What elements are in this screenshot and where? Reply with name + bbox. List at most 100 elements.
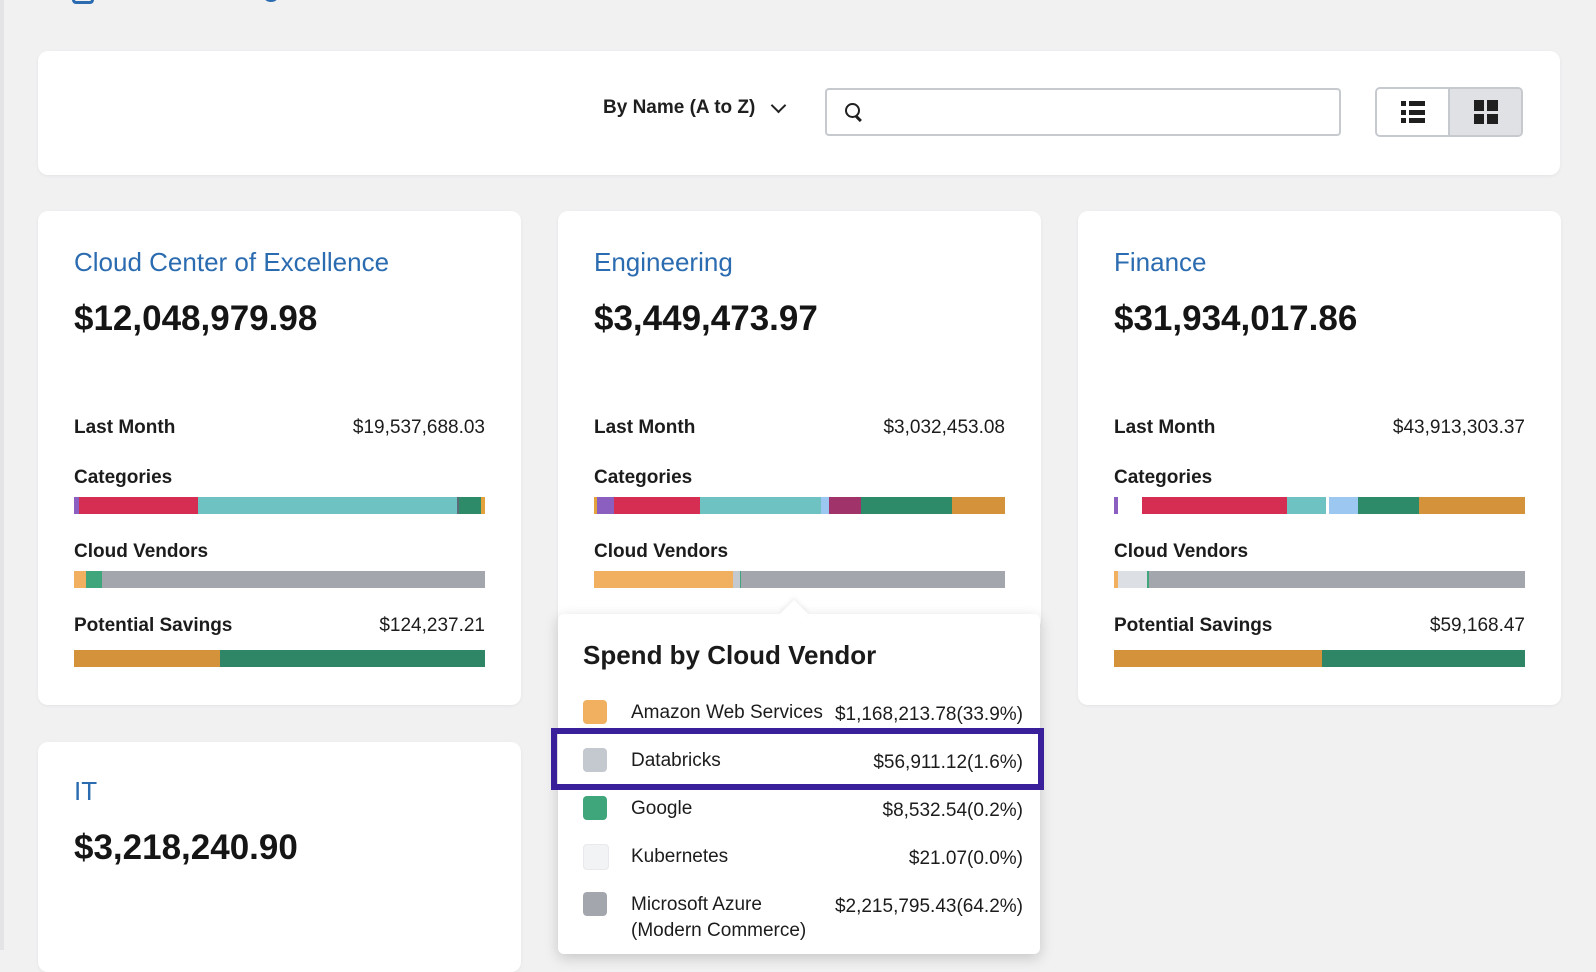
kubernetes-swatch-icon [583,844,609,870]
categories-bar[interactable] [594,497,1005,514]
cloud-vendors-bar[interactable] [74,571,485,588]
card-engineering: Engineering $3,449,473.97 Last Month $3,… [558,211,1041,631]
bar-segment[interactable] [220,650,485,667]
bar-segment[interactable] [74,650,220,667]
google-swatch-icon [583,796,607,820]
spend-by-vendor-tooltip: Spend by Cloud Vendor Amazon Web Service… [558,614,1040,954]
legend-item-azure: Microsoft Azure (Modern Commerce) $2,215… [583,892,1023,950]
databricks-swatch-icon [583,748,607,772]
list-view-button[interactable] [1377,89,1448,135]
bar-segment[interactable] [1322,650,1525,667]
bar-segment[interactable] [459,497,482,514]
grid-view-button[interactable] [1448,89,1521,135]
card-total-spend: $31,934,017.86 [1114,299,1357,339]
last-month-label: Last Month [1114,417,1215,439]
categories-bar[interactable] [1114,497,1525,514]
bar-segment[interactable] [102,571,485,588]
legend-name: Microsoft Azure (Modern Commerce) [631,892,821,944]
potential-savings-label: Potential Savings [1114,615,1272,637]
legend-name: Kubernetes [631,844,831,870]
bar-segment[interactable] [700,497,821,514]
legend-item-google: Google $8,532.54(0.2%) [583,796,1023,844]
bar-segment[interactable] [1118,571,1147,588]
cloud-vendors-bar[interactable] [1114,571,1525,588]
legend-value: $8,532.54(0.2%) [883,800,1024,822]
card-cloud-center-of-excellence: Cloud Center of Excellence $12,048,979.9… [38,211,521,705]
bar-segment[interactable] [594,571,733,588]
list-view-icon [1401,101,1425,123]
search-icon [845,103,863,121]
last-month-label: Last Month [594,417,695,439]
sort-dropdown[interactable]: By Name (A to Z) [603,93,784,123]
bar-segment[interactable] [861,497,951,514]
potential-savings-bar[interactable] [74,650,485,667]
bar-segment[interactable] [821,497,829,514]
legend-value: $2,215,795.43(64.2%) [835,896,1023,918]
bar-segment[interactable] [614,497,700,514]
legend-name: Databricks [631,748,831,774]
bar-segment[interactable] [597,497,613,514]
bar-segment[interactable] [198,497,457,514]
bar-segment[interactable] [829,497,861,514]
last-month-label: Last Month [74,417,175,439]
bar-segment[interactable] [741,571,1005,588]
bar-segment[interactable] [481,497,485,514]
card-total-spend: $12,048,979.98 [74,299,317,339]
last-month-value: $43,913,303.37 [1393,417,1525,439]
search-box[interactable] [825,88,1341,136]
potential-savings-value: $59,168.47 [1430,615,1525,637]
bar-segment[interactable] [1149,571,1525,588]
last-month-value: $19,537,688.03 [353,417,485,439]
potential-savings-value: $124,237.21 [379,615,485,637]
bar-segment[interactable] [86,571,101,588]
card-title[interactable]: Cloud Center of Excellence [74,247,389,278]
last-month-value: $3,032,453.08 [883,417,1005,439]
filter-toolbar: By Name (A to Z) [38,51,1560,175]
legend-name: Amazon Web Services [631,700,831,726]
bar-segment[interactable] [952,497,1005,514]
cloud-vendors-bar[interactable] [594,571,1005,588]
card-total-spend: $3,449,473.97 [594,299,818,339]
legend-value: $21.07(0.0%) [909,848,1023,870]
bar-segment[interactable] [1287,497,1326,514]
azure-swatch-icon [583,892,607,916]
categories-label: Categories [74,467,172,489]
card-title[interactable]: IT [74,776,97,807]
grid-view-icon [1474,100,1498,124]
card-finance: Finance $31,934,017.86 Last Month $43,91… [1078,211,1561,705]
card-title[interactable]: Finance [1114,247,1207,278]
bar-segment[interactable] [1142,497,1287,514]
legend-value: $1,168,213.78(33.9%) [835,704,1023,726]
chevron-down-icon [771,98,787,114]
bar-segment[interactable] [1118,497,1142,514]
bar-segment[interactable] [74,571,86,588]
sort-dropdown-label: By Name (A to Z) [603,97,755,119]
bar-segment[interactable] [1358,497,1420,514]
cloud-vendors-label: Cloud Vendors [594,541,728,563]
aws-swatch-icon [583,700,607,724]
legend-name: Google [631,796,831,822]
bar-segment[interactable] [1329,497,1358,514]
legend-item-kubernetes: Kubernetes $21.07(0.0%) [583,844,1023,892]
legend-value: $56,911.12(1.6%) [873,752,1023,774]
bar-segment[interactable] [79,497,198,514]
page-left-edge [0,0,4,950]
potential-savings-bar[interactable] [1114,650,1525,667]
cloud-vendors-label: Cloud Vendors [1114,541,1248,563]
calendar-icon [72,0,94,4]
view-toggle [1375,87,1523,137]
search-input[interactable] [875,96,1329,130]
tooltip-title: Spend by Cloud Vendor [583,640,876,671]
legend-item-databricks: Databricks $56,911.12(1.6%) [583,748,1023,796]
bar-segment[interactable] [1114,650,1322,667]
categories-bar[interactable] [74,497,485,514]
link-icon [262,0,280,2]
bar-segment[interactable] [1419,497,1525,514]
potential-savings-label: Potential Savings [74,615,232,637]
legend-item-aws: Amazon Web Services $1,168,213.78(33.9%) [583,700,1023,748]
categories-label: Categories [594,467,692,489]
card-it: IT $3,218,240.90 [38,742,521,972]
cloud-vendors-label: Cloud Vendors [74,541,208,563]
categories-label: Categories [1114,467,1212,489]
card-title[interactable]: Engineering [594,247,733,278]
